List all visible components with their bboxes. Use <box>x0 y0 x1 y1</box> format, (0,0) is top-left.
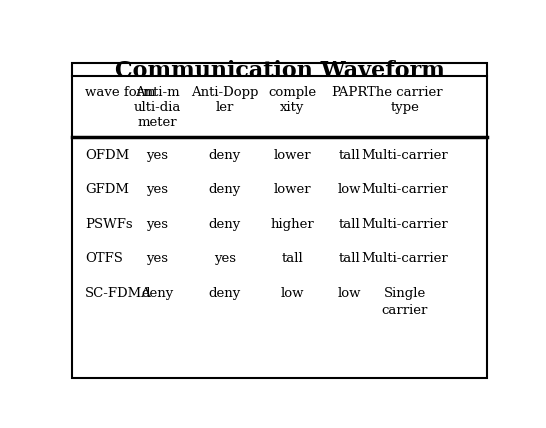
Text: tall: tall <box>339 253 360 265</box>
Text: higher: higher <box>271 218 314 231</box>
Text: SC-FDMA: SC-FDMA <box>85 287 152 300</box>
Text: ler: ler <box>216 101 234 114</box>
Text: low: low <box>338 183 361 196</box>
Text: The carrier: The carrier <box>367 86 442 99</box>
Text: GFDM: GFDM <box>85 183 129 196</box>
Text: lower: lower <box>274 183 311 196</box>
Text: Multi-carrier: Multi-carrier <box>361 253 448 265</box>
Text: yes: yes <box>146 253 168 265</box>
Text: deny: deny <box>209 287 241 300</box>
Text: yes: yes <box>146 149 168 162</box>
Text: OFDM: OFDM <box>85 149 129 162</box>
Text: Communication Waveform: Communication Waveform <box>115 59 445 82</box>
Text: wave form: wave form <box>85 86 156 99</box>
Text: Multi-carrier: Multi-carrier <box>361 183 448 196</box>
Text: Multi-carrier: Multi-carrier <box>361 149 448 162</box>
Text: ulti-dia: ulti-dia <box>133 101 181 114</box>
Text: deny: deny <box>209 149 241 162</box>
Text: yes: yes <box>214 253 236 265</box>
Text: lower: lower <box>274 149 311 162</box>
Text: Multi-carrier: Multi-carrier <box>361 218 448 231</box>
Text: type: type <box>390 101 419 114</box>
Text: tall: tall <box>282 253 304 265</box>
Text: yes: yes <box>146 218 168 231</box>
Text: low: low <box>281 287 304 300</box>
Text: xity: xity <box>280 101 305 114</box>
Text: tall: tall <box>339 218 360 231</box>
Text: meter: meter <box>137 116 177 129</box>
Text: carrier: carrier <box>382 303 428 317</box>
Text: low: low <box>338 287 361 300</box>
Text: Anti-Dopp: Anti-Dopp <box>191 86 258 99</box>
Text: OTFS: OTFS <box>85 253 123 265</box>
Text: PSWFs: PSWFs <box>85 218 133 231</box>
Text: deny: deny <box>209 183 241 196</box>
Text: tall: tall <box>339 149 360 162</box>
Text: deny: deny <box>141 287 173 300</box>
Text: yes: yes <box>146 183 168 196</box>
Text: PAPR: PAPR <box>331 86 368 99</box>
Text: Single: Single <box>383 287 426 300</box>
Text: deny: deny <box>209 218 241 231</box>
Text: Anti-m: Anti-m <box>135 86 180 99</box>
Text: comple: comple <box>269 86 317 99</box>
